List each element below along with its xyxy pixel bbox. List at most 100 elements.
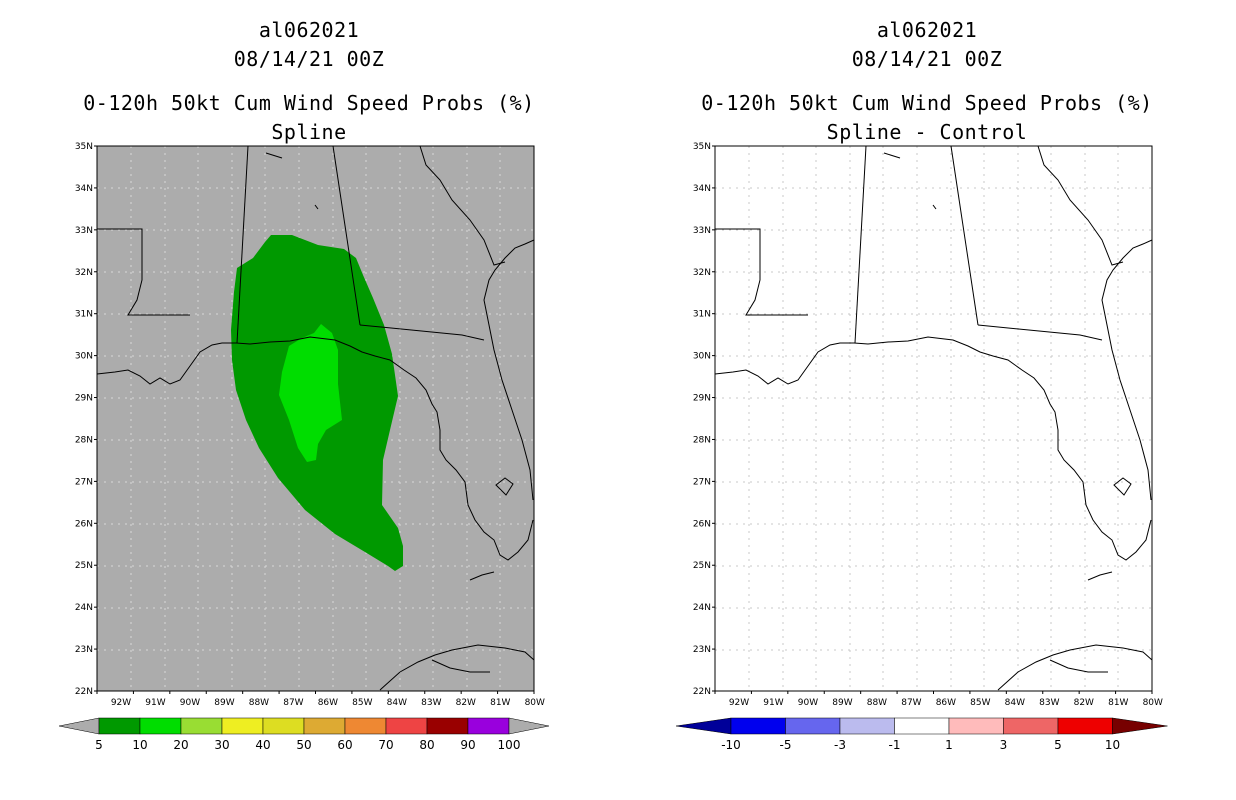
colorbar-swatch [730, 717, 786, 735]
subtitle: Spline [271, 120, 347, 144]
colorbar-label: 80 [419, 738, 434, 752]
colorbar-label: 50 [296, 738, 311, 752]
storm-id-title: al062021 [258, 18, 360, 42]
colorbar-swatch [894, 717, 950, 735]
lat-label: 24N [75, 603, 93, 613]
colorbar-label: 100 [498, 738, 521, 752]
lat-label: 25N [75, 561, 93, 571]
colorbar-swatch [139, 717, 182, 735]
colorbar-swatch [221, 717, 264, 735]
lat-label: 23N [75, 645, 93, 655]
spline-panel: al062021 08/14/21 00Z 0-120h 50kt Cum Wi… [58, 18, 550, 752]
map-background [715, 146, 1152, 691]
lat-label: 33N [75, 226, 93, 236]
colorbar-label: 70 [378, 738, 393, 752]
lon-label: 82W [456, 698, 476, 708]
difference-colorbar: -10 -5 -3 -1 1 3 5 10 [675, 717, 1168, 752]
probability-map: 35N 34N 33N 32N 31N 30N 29N 28N 27N 26N 25N 24N 23N 2… [58, 142, 550, 752]
lat-label: 27N [693, 477, 711, 487]
colorbar-label: 5 [1054, 738, 1062, 752]
colorbar-label: 40 [255, 738, 270, 752]
colorbar-label: 5 [95, 738, 103, 752]
colorbar-swatch [467, 717, 510, 735]
colorbar-label: 1 [945, 738, 953, 752]
lat-label: 31N [693, 310, 711, 320]
lon-label: 89W [214, 698, 234, 708]
colorbar-label: -10 [721, 738, 741, 752]
lon-label: 85W [970, 698, 990, 708]
colorbar-label: -3 [834, 738, 846, 752]
subtitle: Spline - Control [826, 120, 1028, 144]
lat-label: 23N [693, 645, 711, 655]
lon-label: 83W [421, 698, 441, 708]
lon-label: 88W [249, 698, 269, 708]
lat-label: 22N [75, 687, 93, 697]
lat-label: 26N [693, 519, 711, 529]
colorbar-swatch [344, 717, 387, 735]
difference-map: 35N 34N 33N 32N 31N 30N 29N 28N 27N 26N 25N 24N 23N 2… [675, 142, 1168, 752]
colorbar-end-arrow-right [508, 717, 550, 735]
lon-label: 90W [798, 698, 818, 708]
lon-label: 85W [352, 698, 372, 708]
lon-label: 89W [832, 698, 852, 708]
colorbar-swatch [785, 717, 841, 735]
lon-label: 81W [1108, 698, 1128, 708]
lon-label: 83W [1039, 698, 1059, 708]
product-title: 0-120h 50kt Cum Wind Speed Probs (%) [701, 91, 1153, 115]
lon-label: 84W [1005, 698, 1025, 708]
lat-label: 30N [75, 352, 93, 362]
coastlines-and-borders [96, 145, 535, 691]
lat-label: 34N [75, 184, 93, 194]
lon-label: 87W [901, 698, 921, 708]
lat-label: 29N [693, 394, 711, 404]
lat-label: 24N [693, 603, 711, 613]
storm-id-title: al062021 [876, 18, 978, 42]
lat-label: 32N [75, 268, 93, 278]
lat-label: 28N [693, 435, 711, 445]
colorbar-swatch [426, 717, 469, 735]
lat-label: 35N [693, 142, 711, 152]
colorbar-swatch [180, 717, 223, 735]
lon-label: 92W [111, 698, 131, 708]
lat-axis-labels: 35N 34N 33N 32N 31N 30N 29N 28N 27N 26N 25N 24N 23N 2… [693, 142, 715, 697]
colorbar-end-arrow-left [58, 717, 100, 735]
colorbar-label: 10 [132, 738, 147, 752]
lon-label: 88W [867, 698, 887, 708]
lon-label: 87W [283, 698, 303, 708]
lat-label: 27N [75, 477, 93, 487]
lon-axis-labels: 92W 91W 90W 89W 88W 87W 86W 85W 84W 83W 82W 81W 80W [714, 691, 1163, 708]
lon-label: 81W [490, 698, 510, 708]
lon-label: 90W [180, 698, 200, 708]
colorbar-end-arrow-right [1112, 717, 1168, 735]
colorbar-swatch [1057, 717, 1113, 735]
lon-label: 91W [145, 698, 165, 708]
lat-label: 34N [693, 184, 711, 194]
lon-label: 84W [387, 698, 407, 708]
lat-label: 35N [75, 142, 93, 152]
lon-label: 92W [729, 698, 749, 708]
coastlines-and-borders [714, 145, 1153, 691]
contour-10-percent [279, 324, 342, 462]
colorbar-swatch [839, 717, 895, 735]
colorbar-swatch [262, 717, 305, 735]
lat-label: 31N [75, 310, 93, 320]
lon-label: 80W [525, 698, 545, 708]
colorbar-swatch [98, 717, 141, 735]
product-title: 0-120h 50kt Cum Wind Speed Probs (%) [83, 91, 535, 115]
lat-label: 25N [693, 561, 711, 571]
colorbar-label: 3 [1000, 738, 1008, 752]
colorbar-label: -5 [780, 738, 792, 752]
lon-label: 82W [1074, 698, 1094, 708]
lon-axis-labels: 92W 91W 90W 89W 88W 87W 86W 85W 84W 83W 82W 81W 80W [96, 691, 545, 708]
lon-label: 86W [936, 698, 956, 708]
lat-label: 29N [75, 394, 93, 404]
lon-label: 80W [1143, 698, 1163, 708]
lat-label: 33N [693, 226, 711, 236]
lat-label: 28N [75, 435, 93, 445]
grid-lines [715, 146, 1152, 691]
lat-label: 26N [75, 519, 93, 529]
colorbar-swatch [1003, 717, 1059, 735]
lon-label: 86W [318, 698, 338, 708]
colorbar-label: 10 [1105, 738, 1120, 752]
colorbar-swatch [385, 717, 428, 735]
